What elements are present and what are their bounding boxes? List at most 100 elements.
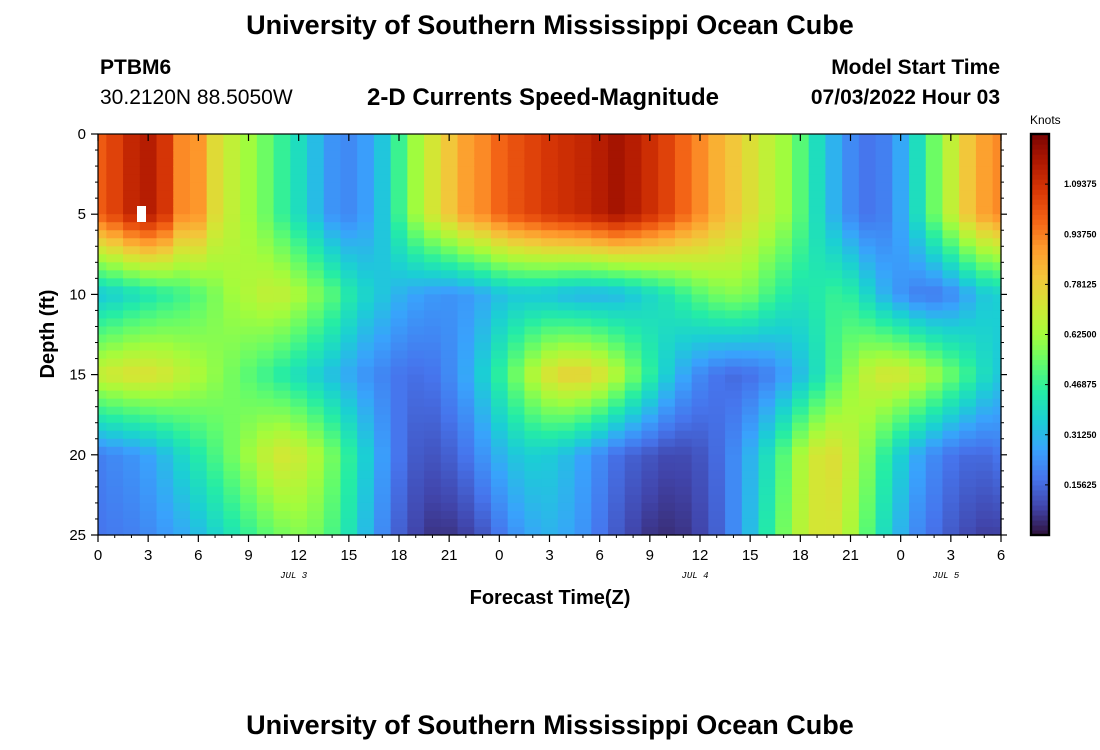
heatmap-cell <box>975 150 994 159</box>
heatmap-cell <box>340 382 358 392</box>
heatmap-cell <box>892 454 910 464</box>
heatmap-cell <box>98 454 107 464</box>
x-tick-label: 12 <box>290 547 307 564</box>
heatmap-cell <box>959 182 977 191</box>
heatmap-cell <box>942 374 960 384</box>
heatmap-cell <box>909 462 927 472</box>
heatmap-cell <box>574 190 592 199</box>
heatmap-cell <box>357 526 375 536</box>
heatmap-cell <box>892 342 910 352</box>
heatmap-cell <box>708 222 726 231</box>
heatmap-cell <box>791 446 810 456</box>
heatmap-cell <box>959 446 977 456</box>
heatmap-cell <box>808 134 827 143</box>
heatmap-cell <box>424 494 442 504</box>
heatmap-cell <box>791 518 810 528</box>
heatmap-cell <box>123 270 141 279</box>
heatmap-cell <box>106 398 124 408</box>
heatmap-cell <box>323 286 342 295</box>
heatmap-cell <box>457 510 475 520</box>
heatmap-cell <box>524 358 542 368</box>
colorbar-swatch <box>1031 339 1049 346</box>
heatmap-cell <box>524 134 542 143</box>
heatmap-cell <box>173 270 191 279</box>
heatmap-cell <box>992 270 1002 279</box>
y-tick-label: 20 <box>69 447 86 464</box>
heatmap-cell <box>490 222 509 231</box>
heatmap-cell <box>791 342 810 352</box>
heatmap-cell <box>942 198 960 207</box>
heatmap-cell <box>942 430 960 440</box>
heatmap-cell <box>808 494 827 504</box>
heatmap-cell <box>975 214 994 223</box>
heatmap-cell <box>357 510 375 520</box>
heatmap-cell <box>858 398 877 408</box>
heatmap-cell <box>775 518 793 528</box>
heatmap-cell <box>942 502 960 512</box>
heatmap-cell <box>490 270 509 279</box>
heatmap-cell <box>273 174 291 183</box>
heatmap-cell <box>123 230 141 239</box>
heatmap-cell <box>541 302 559 312</box>
heatmap-cell <box>975 310 994 320</box>
heatmap-cell <box>959 142 977 151</box>
heatmap-cell <box>658 406 676 416</box>
heatmap-cell <box>725 214 743 223</box>
heatmap-cell <box>139 478 158 488</box>
heatmap-cell <box>189 278 208 287</box>
heatmap-cell <box>290 342 308 352</box>
heatmap-cell <box>424 238 442 247</box>
heatmap-cell <box>407 358 425 368</box>
heatmap-cell <box>139 374 158 384</box>
heatmap-cell <box>875 406 893 416</box>
heatmap-cell <box>641 478 659 488</box>
heatmap-cell <box>658 430 676 440</box>
heatmap-cell <box>942 446 960 456</box>
heatmap-cell <box>942 278 960 287</box>
heatmap-cell <box>340 214 358 223</box>
heatmap-cell <box>858 214 877 223</box>
heatmap-cell <box>123 438 141 448</box>
heatmap-cell <box>992 158 1002 167</box>
heatmap-cell <box>323 294 342 304</box>
heatmap-cell <box>825 278 843 287</box>
heatmap-cell <box>708 494 726 504</box>
heatmap-cell <box>490 174 509 183</box>
heatmap-cell <box>156 270 174 279</box>
heatmap-cell <box>98 334 107 344</box>
heatmap-cell <box>725 502 743 512</box>
heatmap-cell <box>323 174 342 183</box>
heatmap-cell <box>791 398 810 408</box>
heatmap-cell <box>975 318 994 328</box>
heatmap-cell <box>223 390 241 400</box>
heatmap-cell <box>808 366 827 376</box>
heatmap-cell <box>457 518 475 528</box>
heatmap-cell <box>825 342 843 352</box>
heatmap-cell <box>340 230 358 239</box>
heatmap-cell <box>457 382 475 392</box>
heatmap-cell <box>156 254 174 263</box>
heatmap-cell <box>658 342 676 352</box>
heatmap-cell <box>725 334 743 344</box>
heatmap-cell <box>123 214 141 223</box>
heatmap-cell <box>608 294 626 304</box>
heatmap-cell <box>758 166 776 175</box>
heatmap-cell <box>323 510 342 520</box>
heatmap-cell <box>407 262 425 271</box>
heatmap-cell <box>541 454 559 464</box>
heatmap-cell <box>741 510 760 520</box>
heatmap-cell <box>424 334 442 344</box>
heatmap-cell <box>992 262 1002 271</box>
heatmap-cell <box>307 446 325 456</box>
heatmap-cell <box>474 278 492 287</box>
heatmap-cell <box>139 142 158 151</box>
heatmap-cell <box>98 310 107 320</box>
heatmap-cell <box>791 294 810 304</box>
heatmap-cell <box>290 270 308 279</box>
heatmap-cell <box>608 262 626 271</box>
heatmap-cell <box>825 390 843 400</box>
heatmap-cell <box>942 366 960 376</box>
heatmap-cell <box>925 518 944 528</box>
colorbar-swatch <box>1031 449 1049 456</box>
heatmap-cell <box>875 254 893 263</box>
